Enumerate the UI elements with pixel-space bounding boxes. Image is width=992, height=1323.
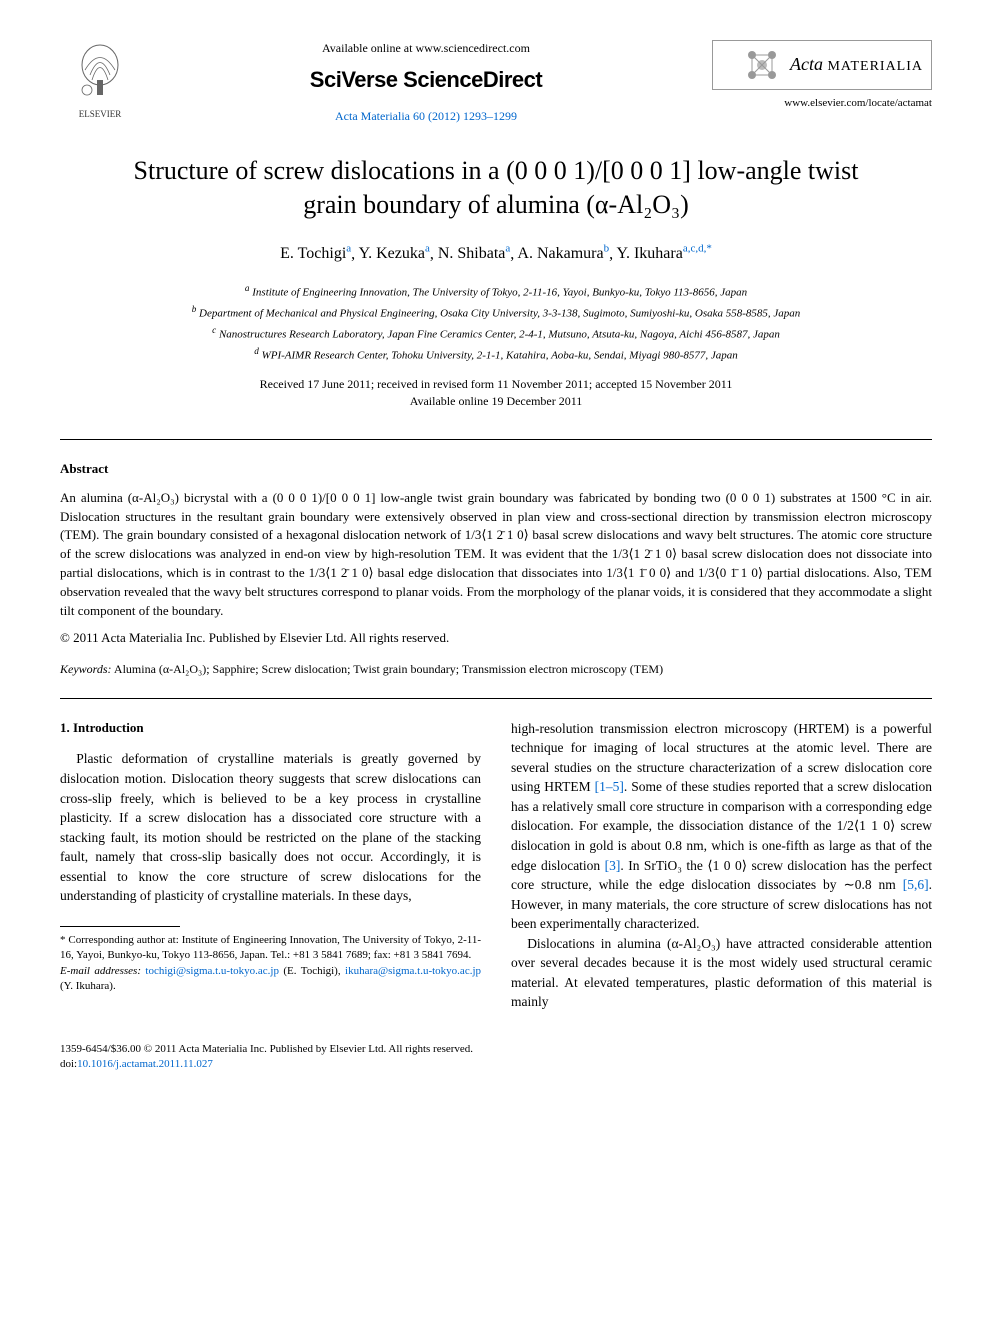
body-columns: 1. Introduction Plastic deformation of c… (60, 719, 932, 1012)
affiliations: a Institute of Engineering Innovation, T… (60, 282, 932, 364)
corresponding-author-note: * Corresponding author at: Institute of … (60, 933, 481, 964)
elsevier-tree-icon (70, 40, 130, 100)
available-online-text: Available online at www.sciencedirect.co… (160, 40, 692, 57)
ref-5-6[interactable]: [5,6] (903, 877, 929, 892)
footer-doi: doi:10.1016/j.actamat.2011.11.027 (60, 1057, 932, 1072)
email-addresses: E-mail addresses: tochigi@sigma.t.u-toky… (60, 964, 481, 995)
author-2: N. Shibataa (438, 245, 510, 262)
email-link-2[interactable]: ikuhara@sigma.t.u-tokyo.ac.jp (345, 965, 481, 977)
keywords: Keywords: Alumina (α-Al₂O₃); Sapphire; S… (60, 661, 932, 678)
col2-paragraph-1: high-resolution transmission electron mi… (511, 719, 932, 934)
email-2-who: (Y. Ikuhara). (60, 980, 116, 992)
acta-materialia-banner: Acta MATERIALIA (712, 40, 932, 90)
divider-top (60, 439, 932, 440)
affiliation-a: a Institute of Engineering Innovation, T… (60, 282, 932, 301)
author-1: Y. Kezukaa (359, 245, 430, 262)
ref-3[interactable]: [3] (605, 858, 621, 873)
email-1-who: (E. Tochigi), (279, 965, 345, 977)
sciverse-logo-text: SciVerse ScienceDirect (160, 65, 692, 96)
affiliation-d: d WPI-AIMR Research Center, Tohoku Unive… (60, 345, 932, 364)
elsevier-label: ELSEVIER (60, 108, 140, 121)
abstract-text: An alumina (α-Al₂O₃) bicrystal with a (0… (60, 489, 932, 621)
doi-link[interactable]: 10.1016/j.actamat.2011.11.027 (77, 1058, 213, 1070)
acta-italic: Acta (790, 54, 823, 74)
author-4: Y. Ikuharaa,c,d,* (616, 245, 711, 262)
title-line1: Structure of screw dislocations in a (0 … (134, 156, 859, 185)
acta-materialia-word: MATERIALIA (823, 59, 923, 74)
author-3: A. Nakamurab (517, 245, 609, 262)
header: ELSEVIER Available online at www.science… (60, 40, 932, 124)
email-label: E-mail addresses: (60, 965, 141, 977)
keywords-label: Keywords: (60, 662, 112, 676)
elsevier-logo: ELSEVIER (60, 40, 140, 120)
col1-paragraph-1: Plastic deformation of crystalline mater… (60, 749, 481, 906)
title-line2: grain boundary of alumina (α-Al₂O₃) (303, 190, 689, 219)
center-header: Available online at www.sciencedirect.co… (140, 40, 712, 124)
section-1-heading: 1. Introduction (60, 719, 481, 738)
column-right: high-resolution transmission electron mi… (511, 719, 932, 1012)
article-dates: Received 17 June 2011; received in revis… (60, 376, 932, 410)
keywords-text: Alumina (α-Al₂O₃); Sapphire; Screw dislo… (112, 662, 664, 676)
acta-lattice-icon (742, 45, 782, 85)
abstract-heading: Abstract (60, 460, 932, 478)
journal-logo-block: Acta MATERIALIA www.elsevier.com/locate/… (712, 40, 932, 111)
acta-title: Acta MATERIALIA (790, 52, 923, 77)
authors-line: E. Tochigia, Y. Kezukaa, N. Shibataa, A.… (60, 242, 932, 266)
column-left: 1. Introduction Plastic deformation of c… (60, 719, 481, 1012)
copyright-line: © 2011 Acta Materialia Inc. Published by… (60, 629, 932, 647)
footer-copyright-price: 1359-6454/$36.00 © 2011 Acta Materialia … (60, 1042, 932, 1057)
divider-bottom (60, 698, 932, 699)
footnotes: * Corresponding author at: Institute of … (60, 933, 481, 995)
affiliation-b: b Department of Mechanical and Physical … (60, 303, 932, 322)
dates-online: Available online 19 December 2011 (60, 393, 932, 410)
journal-reference[interactable]: Acta Materialia 60 (2012) 1293–1299 (160, 108, 692, 125)
footnote-separator (60, 926, 180, 927)
email-link-1[interactable]: tochigi@sigma.t.u-tokyo.ac.jp (145, 965, 279, 977)
page-footer: 1359-6454/$36.00 © 2011 Acta Materialia … (60, 1042, 932, 1073)
col2-paragraph-2: Dislocations in alumina (α-Al₂O₃) have a… (511, 934, 932, 1012)
author-0: E. Tochigia (280, 245, 351, 262)
journal-url[interactable]: www.elsevier.com/locate/actamat (712, 96, 932, 111)
dates-received: Received 17 June 2011; received in revis… (60, 376, 932, 393)
affiliation-c: c Nanostructures Research Laboratory, Ja… (60, 324, 932, 343)
article-title: Structure of screw dislocations in a (0 … (60, 154, 932, 222)
ref-1-5[interactable]: [1–5] (595, 779, 624, 794)
